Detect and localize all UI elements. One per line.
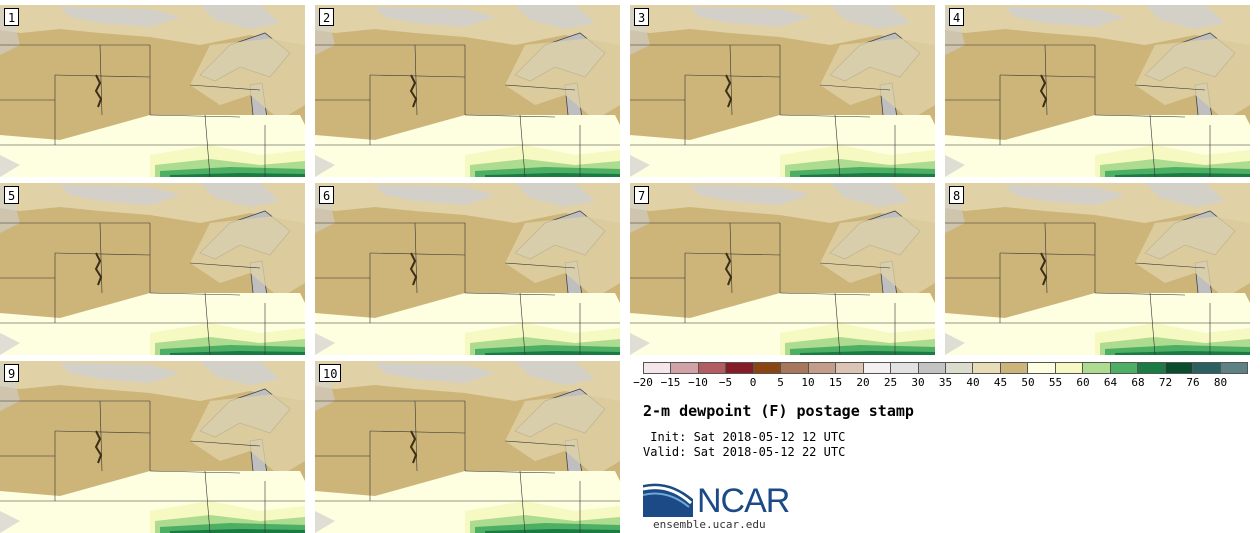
dewpoint-map [945,5,1250,177]
map-panel-6: 6 [315,183,620,355]
ncar-logo-icon [643,483,693,517]
figure-title: 2-m dewpoint (F) postage stamp [643,402,914,420]
colorbar-tick-label: 25 [883,376,898,389]
dewpoint-map [0,361,305,533]
colorbar-swatch [891,363,919,373]
member-label: 8 [949,186,965,204]
colorbar-swatch [1193,363,1221,373]
colorbar-tick-label: 80 [1213,376,1228,389]
colorbar-swatch [1083,363,1111,373]
map-panel-1: 1 [0,5,305,177]
colorbar-tick-label: 55 [1048,376,1063,389]
member-label: 3 [634,8,650,26]
colorbar-swatch [753,363,782,373]
colorbar-tick-label: −15 [660,376,681,389]
colorbar-swatch [836,363,864,373]
colorbar-swatch [945,363,974,373]
colorbar-tick-label: 45 [993,376,1008,389]
member-label: 1 [4,8,20,26]
ncar-logo-text: NCAR [697,482,790,520]
dewpoint-map [0,5,305,177]
dewpoint-map [630,183,935,355]
map-panel-5: 5 [0,183,305,355]
colorbar-swatch [1028,363,1056,373]
dewpoint-map [315,183,620,355]
colorbar-tick-label: 0 [749,376,757,389]
colorbar-tick-label: 5 [777,376,784,389]
colorbar-swatch [1055,363,1084,373]
colorbar-legend: −20 −15 −10 −5 0 5 10 15 20 25 30 35 40 45 50 55 60 64 68 7… [633,362,1249,396]
colorbar-tick-label: −5 [718,376,733,389]
member-label: 10 [319,364,342,382]
colorbar-tick-label: −20 [633,376,653,389]
colorbar-swatch [726,363,754,373]
colorbar [643,362,1248,374]
colorbar-tick-label: 64 [1103,376,1118,389]
colorbar-tick-label: 10 [801,376,815,389]
colorbar-swatch [808,363,837,373]
member-label: 5 [4,186,20,204]
member-label: 2 [319,8,335,26]
dewpoint-map [945,183,1250,355]
colorbar-swatch [1000,363,1029,373]
colorbar-tick-label: 40 [966,376,980,389]
colorbar-swatch [918,363,946,373]
dewpoint-map [0,183,305,355]
colorbar-tick-label: 68 [1131,376,1145,389]
colorbar-swatch [1110,363,1139,373]
valid-time: Valid: Sat 2018-05-12 22 UTC [643,445,846,459]
colorbar-swatch [781,363,809,373]
colorbar-tick-label: −10 [688,376,708,389]
colorbar-tick-label: 72 [1158,376,1173,389]
colorbar-swatch [973,363,1001,373]
colorbar-swatch [698,363,727,373]
colorbar-swatch [1165,363,1194,373]
colorbar-tick-label: 50 [1021,376,1035,389]
colorbar-swatch [671,363,699,373]
dewpoint-map [315,361,620,533]
colorbar-swatch [863,363,892,373]
colorbar-swatch [644,363,672,373]
map-panel-3: 3 [630,5,935,177]
member-label: 7 [634,186,650,204]
map-panel-9: 9 [0,361,305,533]
map-panel-4: 4 [945,5,1250,177]
colorbar-ticks: −20 −15 −10 −5 0 5 10 15 20 25 30 35 40 45 50 55 60 64 68 7… [633,376,1249,392]
map-panel-7: 7 [630,183,935,355]
site-url: ensemble.ucar.edu [653,518,766,531]
init-time: Init: Sat 2018-05-12 12 UTC [643,430,846,444]
map-panel-2: 2 [315,5,620,177]
colorbar-tick-label: 35 [938,376,953,389]
member-label: 4 [949,8,965,26]
map-panel-10: 10 [315,361,620,533]
member-label: 6 [319,186,335,204]
map-panel-8: 8 [945,183,1250,355]
colorbar-tick-label: 15 [828,376,843,389]
colorbar-tick-label: 30 [911,376,925,389]
colorbar-tick-label: 76 [1186,376,1200,389]
colorbar-tick-label: 60 [1076,376,1090,389]
colorbar-swatch [1138,363,1166,373]
colorbar-swatch [1220,363,1247,373]
dewpoint-map [630,5,935,177]
colorbar-tick-label: 20 [856,376,870,389]
dewpoint-map [315,5,620,177]
member-label: 9 [4,364,20,382]
